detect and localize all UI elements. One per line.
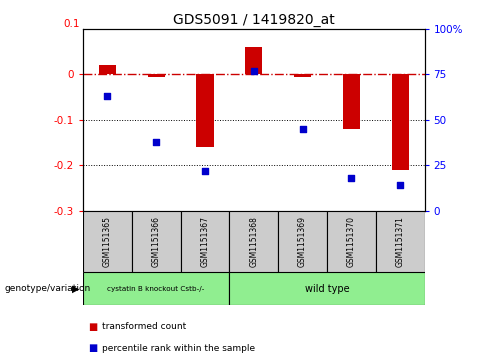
- Text: wild type: wild type: [305, 284, 349, 294]
- Text: ▶: ▶: [72, 284, 80, 294]
- Point: [299, 126, 306, 132]
- Point: [103, 93, 111, 99]
- Text: 0.1: 0.1: [63, 19, 80, 29]
- Bar: [197, 74, 214, 147]
- Bar: [327, 211, 376, 272]
- Point: [152, 139, 160, 144]
- Bar: [148, 74, 164, 77]
- Text: GSM1151365: GSM1151365: [103, 216, 112, 267]
- Bar: [99, 65, 116, 74]
- Text: GSM1151371: GSM1151371: [396, 216, 405, 267]
- Text: GSM1151369: GSM1151369: [298, 216, 307, 267]
- Text: GSM1151370: GSM1151370: [347, 216, 356, 267]
- Bar: [376, 211, 425, 272]
- Text: percentile rank within the sample: percentile rank within the sample: [102, 344, 256, 353]
- Text: genotype/variation: genotype/variation: [5, 284, 91, 293]
- Point: [201, 168, 209, 174]
- Title: GDS5091 / 1419820_at: GDS5091 / 1419820_at: [173, 13, 335, 26]
- Bar: [229, 272, 425, 305]
- Bar: [83, 272, 229, 305]
- Text: transformed count: transformed count: [102, 322, 187, 331]
- Bar: [392, 74, 409, 170]
- Bar: [343, 74, 360, 129]
- Point: [347, 175, 355, 181]
- Point: [250, 68, 258, 74]
- Bar: [229, 211, 278, 272]
- Bar: [278, 211, 327, 272]
- Text: ■: ■: [88, 322, 97, 332]
- Bar: [181, 211, 229, 272]
- Text: GSM1151366: GSM1151366: [152, 216, 161, 267]
- Text: GSM1151368: GSM1151368: [249, 216, 258, 267]
- Bar: [132, 211, 181, 272]
- Text: cystatin B knockout Cstb-/-: cystatin B knockout Cstb-/-: [107, 286, 205, 291]
- Bar: [245, 47, 263, 74]
- Text: ■: ■: [88, 343, 97, 354]
- Text: GSM1151367: GSM1151367: [201, 216, 209, 267]
- Bar: [294, 74, 311, 77]
- Bar: [83, 211, 132, 272]
- Point: [396, 182, 404, 188]
